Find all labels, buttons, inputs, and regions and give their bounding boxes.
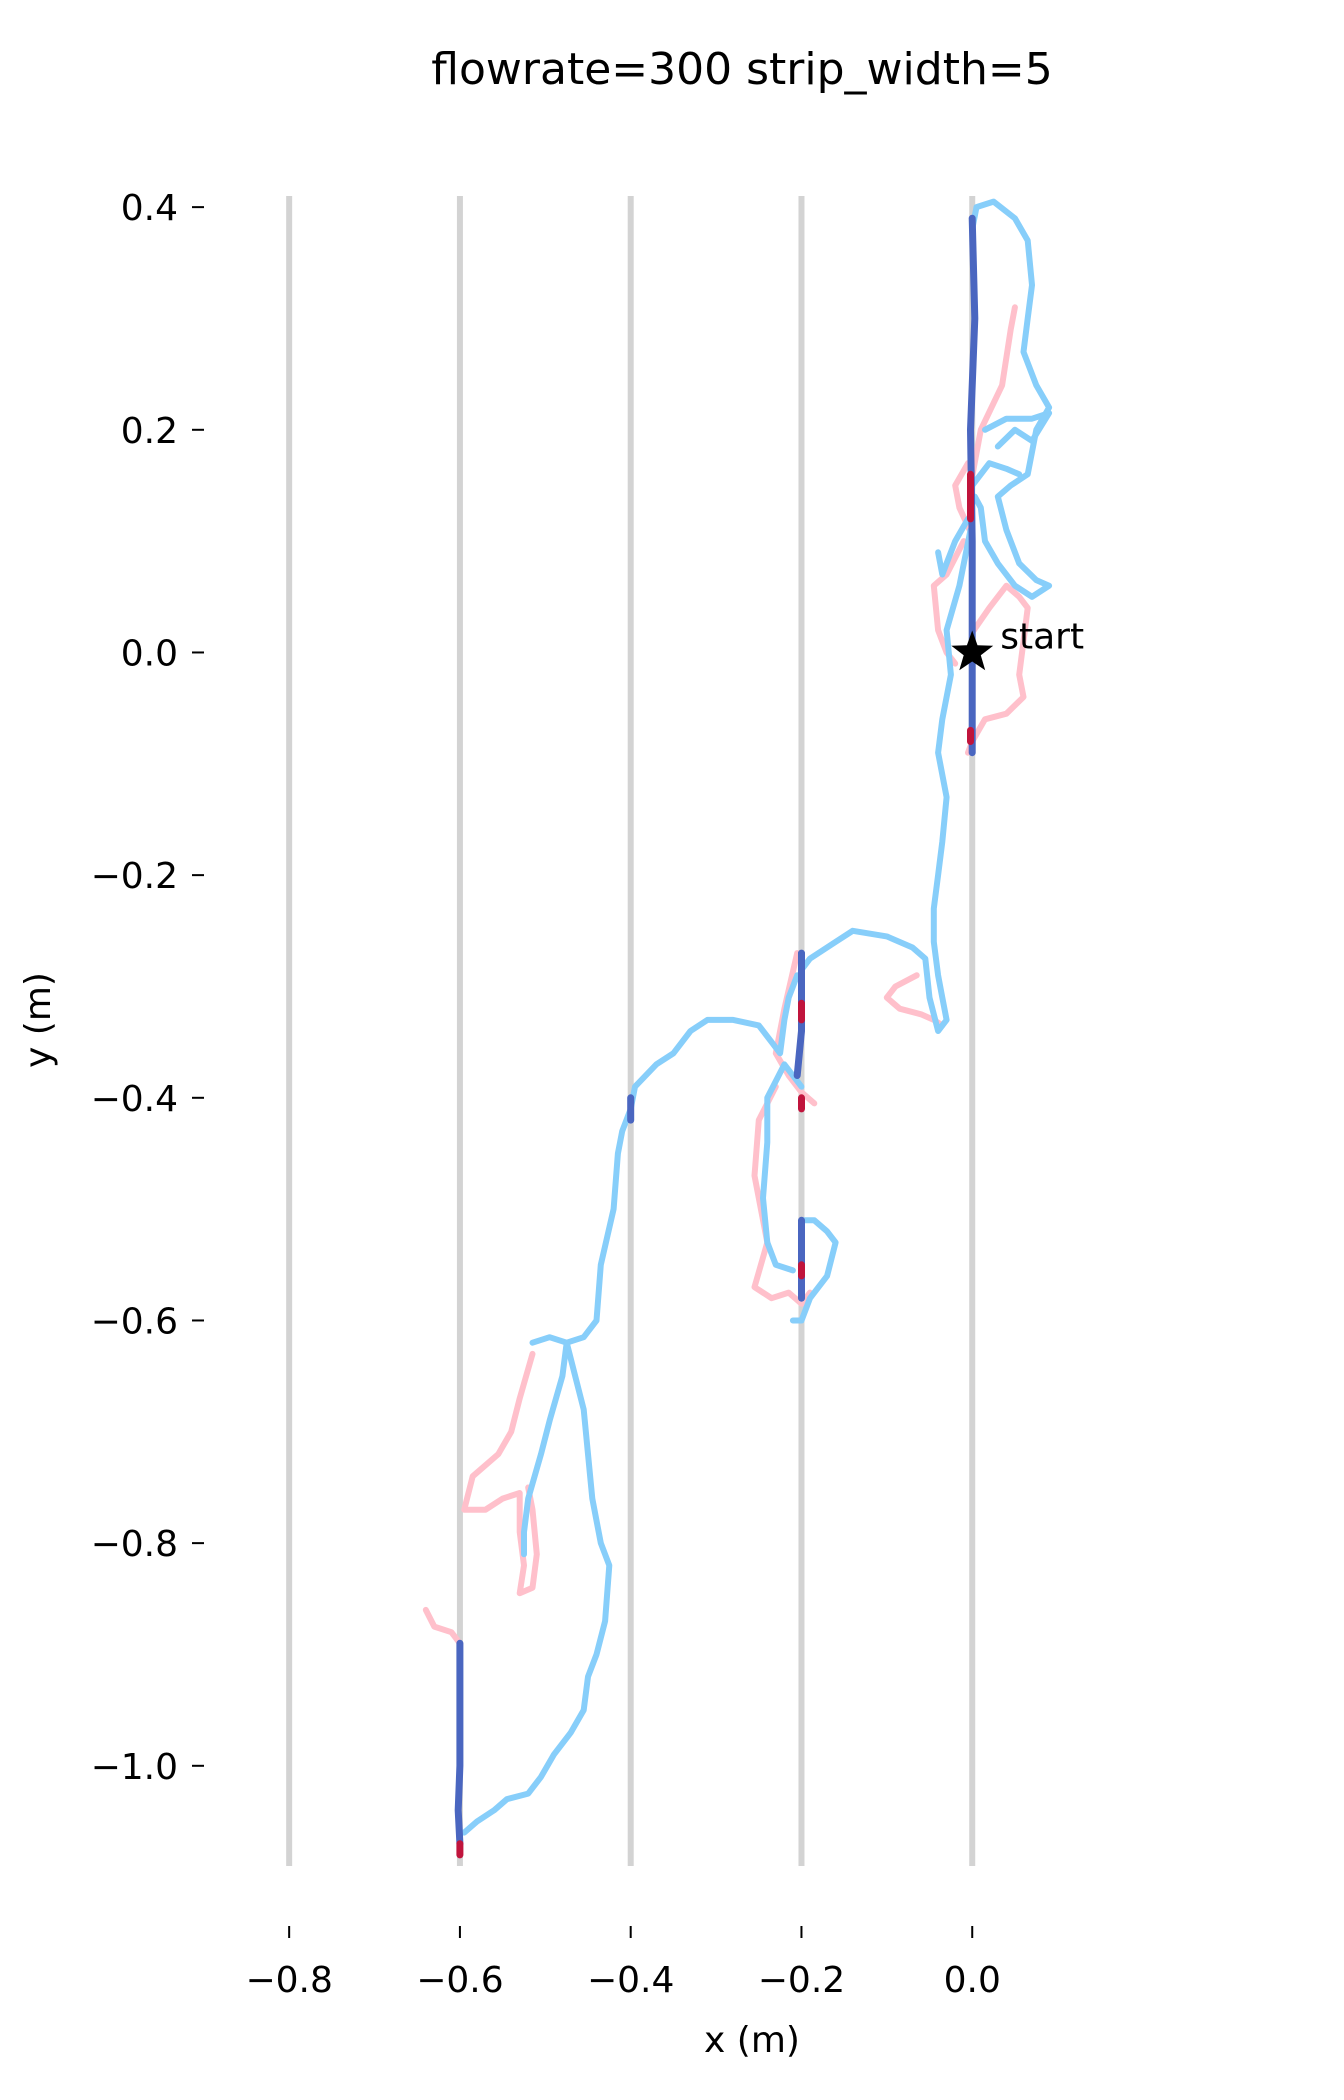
y-axis: 0.4 0.2 0.0 −0.2 −0.4 −0.6 −0.8 −1.0 — [91, 188, 204, 1788]
y-axis-label: y (m) — [18, 972, 59, 1068]
series-off-strip-upwind-14 — [529, 972, 801, 1346]
series-off-strip-upwind-11 — [969, 460, 1023, 489]
y-tick-label: −0.2 — [91, 856, 178, 897]
series-off-strip-other-1 — [965, 582, 1031, 756]
series-off-strip-other-8 — [422, 1606, 463, 1647]
y-tick-label: 0.0 — [121, 633, 178, 674]
series-off-strip-upwind-16 — [521, 1339, 570, 1558]
y-tick-label: −1.0 — [91, 1747, 178, 1788]
x-tick-label: −0.4 — [587, 1960, 674, 2001]
series-off-strip-upwind-9 — [969, 198, 1053, 600]
x-tick-label: −0.6 — [416, 1960, 503, 2001]
x-axis-label: x (m) — [704, 2020, 800, 2061]
y-tick-label: 0.4 — [121, 188, 178, 229]
trajectory-series — [422, 198, 1053, 1859]
series-off-strip-upwind-10 — [982, 410, 1053, 450]
y-tick-label: −0.4 — [91, 1079, 178, 1120]
series-off-strip-other-5 — [751, 1083, 813, 1307]
chart-title: flowrate=300 strip_width=5 — [431, 44, 1052, 95]
start-annotation: start — [1000, 616, 1084, 657]
series-off-strip-upwind-12 — [798, 527, 974, 1034]
annotations: start — [951, 616, 1084, 671]
start-star-marker — [951, 630, 994, 671]
y-tick-label: −0.8 — [91, 1524, 178, 1565]
series-off-strip-upwind-15 — [461, 1339, 613, 1836]
series-off-strip-other-0 — [967, 304, 1018, 489]
series-off-strip-upwind-13 — [935, 515, 971, 578]
x-tick-label: −0.2 — [758, 1960, 845, 2001]
x-axis: −0.8 −0.6 −0.4 −0.2 0.0 — [245, 1926, 1001, 2001]
series-on-strip-upwind-28 — [454, 1639, 464, 1848]
series-off-strip-upwind-17 — [789, 1217, 839, 1324]
series-off-strip-upwind-18 — [760, 1061, 805, 1274]
x-tick-label: 0.0 — [944, 1960, 1001, 2001]
strip-lines — [286, 196, 976, 1866]
series-off-strip-other-7 — [461, 1350, 540, 1597]
y-tick-label: 0.2 — [121, 411, 178, 452]
series-off-strip-other-2 — [952, 460, 973, 533]
y-tick-label: −0.6 — [91, 1301, 178, 1342]
x-tick-label: −0.8 — [245, 1960, 332, 2001]
